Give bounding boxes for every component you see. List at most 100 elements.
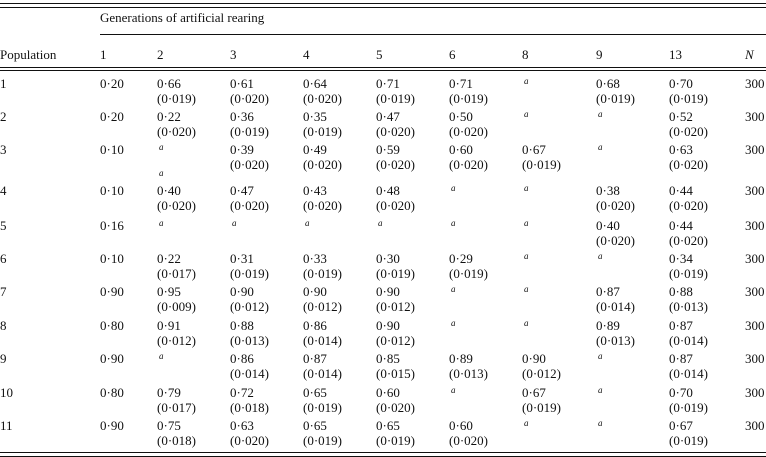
footnote-mark: a [524,76,529,86]
proportion: 0·67 [669,418,693,433]
proportion: 0·34 [669,251,693,266]
proportion: 0·30 [376,251,400,266]
proportion: 0·31 [230,251,254,266]
column-header: 9 [596,47,603,62]
footnote-mark: a [451,385,456,395]
proportion: 0·70 [669,385,693,400]
proportion: 0·38 [596,183,620,198]
sample-size: 300 [745,418,765,433]
standard-error: (0·012) [303,299,342,314]
footnote-mark: a [598,418,603,428]
rule [0,452,766,453]
footnote-mark: a [598,142,603,152]
proportion: 0·95 [157,284,181,299]
proportion: 0·90 [100,284,124,299]
rule [0,7,766,8]
standard-error: (0·019) [303,266,342,281]
standard-error: (0·019) [596,91,635,106]
proportion: 0·22 [157,251,181,266]
standard-error: (0·014) [669,333,708,348]
rule [0,70,766,71]
footnote-mark: a [159,218,164,228]
standard-error: (0·012) [376,299,415,314]
standard-error: (0·014) [303,366,342,381]
standard-error: (0·019) [303,433,342,448]
proportion: 0·87 [669,318,693,333]
column-header: 1 [100,47,107,62]
population: 7 [0,284,7,299]
proportion: 0·90 [303,284,327,299]
proportion: 0·63 [669,142,693,157]
standard-error: (0·014) [596,299,635,314]
proportion: 0·33 [303,251,327,266]
column-header: 8 [522,47,529,62]
standard-error: (0·020) [376,157,415,172]
proportion: 0·10 [100,183,124,198]
proportion: 0·48 [376,183,400,198]
footnote-mark: a [524,284,529,294]
proportion: 0·44 [669,183,693,198]
standard-error: (0·019) [230,266,269,281]
rule [100,34,766,35]
proportion: 0·67 [522,385,546,400]
proportion: 0·40 [157,183,181,198]
standard-error: (0·014) [303,333,342,348]
rule [0,3,766,4]
standard-error: (0·019) [522,157,561,172]
footnote-mark: a [598,109,603,119]
proportion: 0·80 [100,318,124,333]
standard-error: (0·020) [230,198,269,213]
standard-error: (0·012) [376,333,415,348]
proportion: 0·50 [449,109,473,124]
footnote-mark: a [524,318,529,328]
proportion: 0·61 [230,76,254,91]
proportion: 0·90 [100,418,124,433]
proportion: 0·65 [376,418,400,433]
standard-error: (0·020) [596,198,635,213]
proportion: 0·22 [157,109,181,124]
proportion: 0·35 [303,109,327,124]
group-header: Generations of artificial rearing [100,10,265,25]
sample-size: 300 [745,183,765,198]
sample-size: 300 [745,385,765,400]
standard-error: (0·020) [669,124,708,139]
proportion: 0·20 [100,76,124,91]
standard-error: (0·020) [303,198,342,213]
proportion: 0·47 [376,109,400,124]
proportion: 0·10 [100,142,124,157]
standard-error: (0·013) [669,299,708,314]
standard-error: (0·019) [303,124,342,139]
sample-size: 300 [745,318,765,333]
sample-size: 300 [745,251,765,266]
standard-error: (0·020) [376,124,415,139]
proportion: 0·87 [596,284,620,299]
standard-error: (0·020) [230,157,269,172]
sample-size: 300 [745,351,765,366]
proportion: 0·43 [303,183,327,198]
proportion: 0·91 [157,318,181,333]
standard-error: (0·020) [376,400,415,415]
proportion: 0·87 [669,351,693,366]
sample-size: 300 [745,218,765,233]
proportion: 0·40 [596,218,620,233]
standard-error: (0·020) [376,198,415,213]
footnote-mark: a [598,251,603,261]
standard-error: (0·018) [157,433,196,448]
proportion: 0·68 [596,76,620,91]
standard-error: (0·017) [157,400,196,415]
standard-error: (0·020) [669,157,708,172]
population: 5 [0,218,7,233]
proportion: 0·36 [230,109,254,124]
standard-error: (0·020) [449,124,488,139]
standard-error: (0·019) [669,433,708,448]
proportion: 0·49 [303,142,327,157]
proportion: 0·52 [669,109,693,124]
column-header: 2 [157,47,164,62]
proportion: 0·39 [230,142,254,157]
standard-error: (0·014) [669,366,708,381]
sample-size: 300 [745,142,765,157]
population: 3 [0,142,7,157]
footnote-mark: a [451,318,456,328]
standard-error: (0·019) [449,91,488,106]
